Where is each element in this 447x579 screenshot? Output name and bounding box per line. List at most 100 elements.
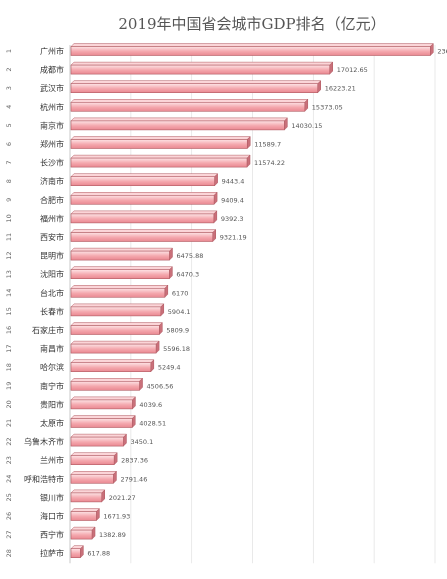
city-label: 台北市 bbox=[40, 288, 64, 298]
bar bbox=[70, 325, 160, 335]
bar-top-face bbox=[70, 489, 106, 494]
bar bbox=[70, 120, 285, 131]
value-label: 17012.65 bbox=[337, 66, 368, 74]
bar-top-face bbox=[70, 508, 101, 512]
rank-label: 5 bbox=[5, 123, 13, 127]
city-label: 杭州市 bbox=[40, 102, 64, 112]
grid-layer bbox=[69, 45, 436, 564]
rank-label: 6 bbox=[5, 142, 13, 146]
bar bbox=[70, 157, 248, 168]
rank-label: 4 bbox=[5, 105, 13, 109]
bar-top-face bbox=[70, 80, 322, 84]
value-label: 2021.27 bbox=[109, 494, 136, 502]
value-label: 4506.56 bbox=[147, 382, 174, 390]
bar-top-face bbox=[70, 340, 160, 345]
city-label: 南京市 bbox=[40, 120, 64, 130]
rank-label: 8 bbox=[5, 179, 13, 183]
rank-label: 27 bbox=[5, 530, 13, 538]
value-label: 5249.4 bbox=[158, 364, 181, 372]
rank-label: 9 bbox=[5, 198, 13, 202]
bar bbox=[70, 362, 152, 373]
bar bbox=[70, 102, 306, 112]
value-label: 617.88 bbox=[87, 550, 110, 558]
value-label: 14030.15 bbox=[291, 122, 322, 130]
rank-label: 1 bbox=[5, 49, 13, 53]
value-label: 23628.6 bbox=[437, 48, 447, 56]
bar-top-face bbox=[70, 396, 137, 401]
value-label: 9321.19 bbox=[220, 234, 247, 242]
bar bbox=[70, 511, 97, 521]
bar bbox=[70, 418, 133, 428]
city-label: 长沙市 bbox=[40, 158, 64, 168]
city-label: 济南市 bbox=[40, 176, 64, 186]
rank-label: 12 bbox=[5, 251, 13, 259]
value-label: 16223.21 bbox=[325, 85, 356, 93]
bar-top-face bbox=[70, 433, 128, 438]
city-label: 南宁市 bbox=[40, 381, 64, 391]
bar bbox=[70, 473, 114, 484]
bar bbox=[70, 176, 215, 186]
bar bbox=[70, 213, 215, 224]
city-label: 石家庄市 bbox=[32, 325, 64, 335]
rank-label: 22 bbox=[5, 437, 13, 445]
chart-title: 2019年中国省会城市GDP排名（亿元） bbox=[118, 15, 385, 33]
bar bbox=[70, 399, 133, 410]
bar bbox=[70, 548, 81, 559]
rank-label: 15 bbox=[5, 307, 13, 315]
city-label: 广州市 bbox=[40, 46, 64, 56]
label-layer: 1 广州市 23628.6 2 成都市 17012.65 3 武汉市 16223.21 4 杭州市 1… bbox=[5, 46, 447, 558]
bar-top-face bbox=[70, 99, 309, 103]
value-label: 6475.88 bbox=[176, 252, 203, 260]
bar bbox=[70, 492, 103, 503]
value-label: 4028.51 bbox=[139, 420, 166, 428]
rank-label: 10 bbox=[5, 214, 13, 222]
bar-top-face bbox=[70, 192, 218, 196]
city-label: 南昌市 bbox=[40, 344, 64, 354]
city-label: 昆明市 bbox=[40, 251, 64, 261]
bar-top-face bbox=[70, 359, 155, 363]
rank-label: 26 bbox=[5, 512, 13, 520]
bar bbox=[70, 195, 215, 205]
rank-label: 3 bbox=[5, 86, 13, 90]
value-label: 11589.7 bbox=[254, 141, 281, 149]
value-label: 1382.89 bbox=[99, 531, 126, 539]
value-label: 5809.9 bbox=[166, 327, 189, 335]
bar-top-face bbox=[70, 285, 169, 289]
bar bbox=[70, 455, 115, 466]
bar bbox=[70, 269, 170, 280]
city-label: 长春市 bbox=[40, 306, 64, 316]
value-label: 3450.1 bbox=[130, 438, 153, 446]
city-label: 郑州市 bbox=[40, 139, 64, 149]
bar-top-face bbox=[70, 247, 174, 252]
bar-top-face bbox=[70, 452, 118, 456]
rank-label: 16 bbox=[5, 326, 13, 334]
city-label: 拉萨市 bbox=[40, 548, 64, 558]
city-label: 银川市 bbox=[40, 492, 64, 502]
rank-label: 2 bbox=[5, 68, 13, 72]
bar-top-face bbox=[70, 322, 163, 326]
value-label: 4039.6 bbox=[139, 401, 162, 409]
rank-label: 11 bbox=[5, 233, 13, 241]
city-label: 呼和浩特市 bbox=[24, 474, 64, 484]
city-label: 合肥市 bbox=[40, 195, 64, 205]
value-label: 6470.3 bbox=[176, 271, 199, 279]
rank-label: 13 bbox=[5, 270, 13, 278]
value-label: 1671.93 bbox=[103, 513, 130, 521]
value-label: 2837.36 bbox=[121, 457, 148, 465]
bar-top-face bbox=[70, 415, 136, 419]
bar bbox=[70, 380, 140, 391]
city-label: 西安市 bbox=[40, 232, 64, 242]
city-label: 太原市 bbox=[40, 418, 64, 428]
city-label: 贵阳市 bbox=[40, 399, 64, 409]
city-label: 福州市 bbox=[40, 213, 64, 223]
bar-top-face bbox=[70, 117, 288, 122]
bar-top-face bbox=[70, 154, 251, 159]
bar bbox=[70, 436, 124, 447]
bar-top-face bbox=[70, 471, 118, 475]
city-label: 武汉市 bbox=[40, 83, 64, 93]
rank-label: 28 bbox=[5, 549, 13, 557]
bar-layer bbox=[70, 42, 434, 559]
bar-top-face bbox=[70, 210, 218, 215]
